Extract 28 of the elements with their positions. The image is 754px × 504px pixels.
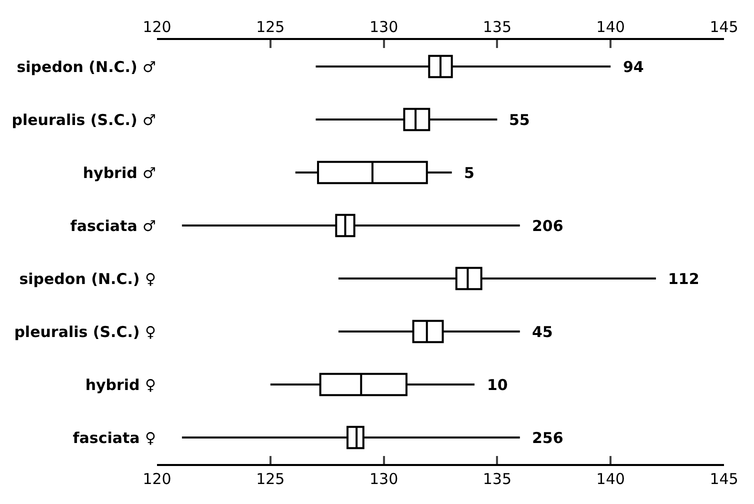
y-tick-label: sipedon (N.C.) ♀ — [19, 270, 156, 288]
annotation: 94 — [623, 58, 644, 76]
y-tick-label: fasciata ♀ — [72, 428, 156, 447]
annotation: 206 — [532, 217, 564, 235]
x2-tick-label: 130 — [369, 470, 398, 488]
x-tick-label: 120 — [142, 18, 172, 36]
y-tick-label: fasciata ♂ — [70, 216, 156, 235]
x2-tick-label: 120 — [142, 470, 172, 488]
y-tick-label: hybrid ♂ — [82, 164, 156, 182]
annotation: 256 — [532, 429, 564, 447]
x-tick-label: 135 — [482, 18, 512, 36]
annotation: 5 — [464, 164, 474, 182]
annotation: 10 — [487, 376, 508, 394]
annotation: 55 — [509, 111, 530, 129]
x2-tick-label: 125 — [256, 470, 285, 488]
y-tick-label: hybrid ♀ — [85, 376, 156, 394]
annotation: 45 — [532, 323, 553, 341]
x2-tick-label: 135 — [482, 470, 512, 488]
x-tick-label: 125 — [256, 18, 285, 36]
y-tick-label: sipedon (N.C.) ♂ — [16, 58, 156, 76]
x-tick-label: 145 — [710, 18, 738, 36]
x-tick-label: 140 — [596, 18, 625, 36]
x2-tick-label: 145 — [710, 470, 738, 488]
x-tick-label: 130 — [369, 18, 398, 36]
y-tick-label: pleuralis (S.C.) ♀ — [14, 322, 156, 341]
x2-tick-label: 140 — [596, 470, 625, 488]
annotation: 112 — [668, 270, 700, 288]
y-tick-label: pleuralis (S.C.) ♂ — [12, 110, 156, 129]
